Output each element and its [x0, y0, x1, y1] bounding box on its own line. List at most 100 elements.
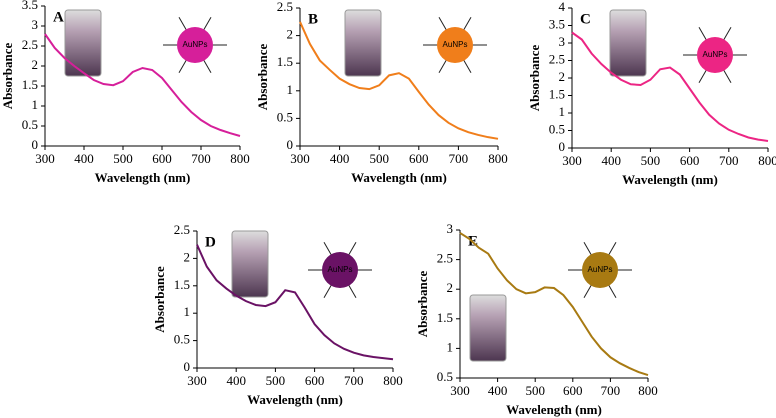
y-tick-label: 0 — [32, 137, 39, 152]
x-tick-label: 300 — [187, 373, 207, 388]
y-tick-label: 1 — [447, 339, 454, 354]
y-tick-label: 0.5 — [277, 109, 293, 124]
vial-photo — [231, 230, 269, 298]
y-tick-label: 2.5 — [277, 0, 293, 14]
y-tick-label: 2 — [32, 57, 39, 72]
particle-label: AuNPs — [183, 40, 208, 49]
x-tick-label: 600 — [563, 383, 583, 398]
y-tick-label: 0 — [287, 137, 294, 152]
x-tick-label: 700 — [601, 383, 621, 398]
x-tick-label: 300 — [290, 151, 310, 166]
x-tick-label: 600 — [152, 151, 172, 166]
nanoparticle — [582, 252, 618, 288]
x-tick-label: 600 — [305, 373, 325, 388]
nanoparticle — [437, 27, 473, 63]
nanoparticle — [322, 252, 358, 288]
x-tick-label: 700 — [344, 373, 364, 388]
x-tick-label: 800 — [383, 373, 403, 388]
panel-label: A — [53, 9, 64, 25]
nanoparticle — [697, 37, 733, 73]
x-tick-label: 500 — [266, 373, 286, 388]
y-axis-label: Absorbance — [255, 44, 270, 111]
x-axis-label: Wavelength (nm) — [506, 402, 602, 417]
y-tick-label: 3.5 — [549, 16, 565, 31]
y-tick-label: 4 — [559, 0, 566, 14]
x-tick-label: 500 — [113, 151, 133, 166]
vial-photo — [469, 294, 507, 362]
x-tick-label: 600 — [680, 153, 700, 168]
x-tick-label: 400 — [330, 151, 350, 166]
x-tick-label: 500 — [525, 383, 545, 398]
x-tick-label: 300 — [562, 153, 582, 168]
y-axis-label: Absorbance — [152, 266, 167, 333]
particle-label: AuNPs — [443, 40, 468, 49]
data-line — [44, 33, 241, 137]
y-tick-label: 1.5 — [22, 77, 38, 92]
y-axis-label: Absorbance — [415, 271, 430, 338]
y-tick-label: 2.5 — [549, 51, 565, 66]
y-axis-label: Absorbance — [0, 43, 15, 110]
y-tick-label: 1 — [32, 97, 39, 112]
y-tick-label: 0.5 — [22, 117, 38, 132]
y-tick-label: 2.5 — [437, 251, 453, 266]
nanoparticle — [177, 27, 213, 63]
y-tick-label: 3 — [447, 221, 454, 236]
y-tick-label: 2.5 — [22, 37, 38, 52]
y-tick-label: 0.5 — [437, 369, 453, 384]
particle-label: AuNPs — [703, 50, 728, 59]
data-line — [299, 21, 499, 140]
x-tick-label: 700 — [719, 153, 739, 168]
x-tick-label: 800 — [230, 151, 250, 166]
y-tick-label: 1.5 — [437, 310, 453, 325]
y-tick-label: 1.5 — [174, 277, 190, 292]
x-tick-label: 500 — [369, 151, 389, 166]
y-tick-label: 0 — [184, 359, 191, 374]
y-tick-label: 3 — [32, 17, 39, 32]
y-tick-label: 0 — [559, 139, 566, 154]
x-tick-label: 500 — [641, 153, 661, 168]
x-axis-label: Wavelength (nm) — [95, 170, 191, 185]
y-tick-label: 2 — [184, 249, 191, 264]
vial-photo — [64, 9, 102, 77]
y-tick-label: 3.5 — [22, 0, 38, 12]
y-tick-label: 1 — [287, 82, 294, 97]
y-tick-label: 0.5 — [549, 121, 565, 136]
x-tick-label: 400 — [601, 153, 621, 168]
panel-label: D — [205, 234, 216, 250]
data-line — [196, 244, 394, 361]
y-tick-label: 2 — [287, 27, 294, 42]
vial-photo — [344, 9, 382, 77]
y-tick-label: 1.5 — [277, 54, 293, 69]
x-axis-label: Wavelength (nm) — [351, 170, 447, 185]
vial-photo — [609, 9, 647, 77]
x-tick-label: 700 — [449, 151, 469, 166]
x-tick-label: 300 — [35, 151, 55, 166]
panel-label: C — [580, 11, 591, 27]
x-tick-label: 800 — [758, 153, 776, 168]
y-tick-label: 1.5 — [549, 86, 565, 101]
y-tick-label: 2.5 — [174, 222, 190, 237]
y-tick-label: 3 — [559, 34, 566, 49]
x-axis-label: Wavelength (nm) — [247, 392, 343, 407]
x-tick-label: 800 — [488, 151, 508, 166]
particle-label: AuNPs — [328, 265, 353, 274]
x-tick-label: 600 — [409, 151, 429, 166]
panel-label: B — [308, 11, 318, 27]
y-tick-label: 1 — [184, 304, 191, 319]
data-line — [571, 31, 769, 142]
y-tick-label: 0.5 — [174, 332, 190, 347]
x-tick-label: 700 — [191, 151, 211, 166]
x-tick-label: 800 — [638, 383, 658, 398]
y-axis-label: Absorbance — [527, 45, 542, 112]
y-tick-label: 2 — [559, 69, 566, 84]
particle-label: AuNPs — [588, 265, 613, 274]
y-tick-label: 2 — [447, 280, 454, 295]
data-line — [459, 232, 649, 376]
x-tick-label: 400 — [226, 373, 246, 388]
y-tick-label: 1 — [559, 104, 566, 119]
x-tick-label: 300 — [450, 383, 470, 398]
x-axis-label: Wavelength (nm) — [622, 172, 718, 187]
x-tick-label: 400 — [74, 151, 94, 166]
x-tick-label: 400 — [488, 383, 508, 398]
